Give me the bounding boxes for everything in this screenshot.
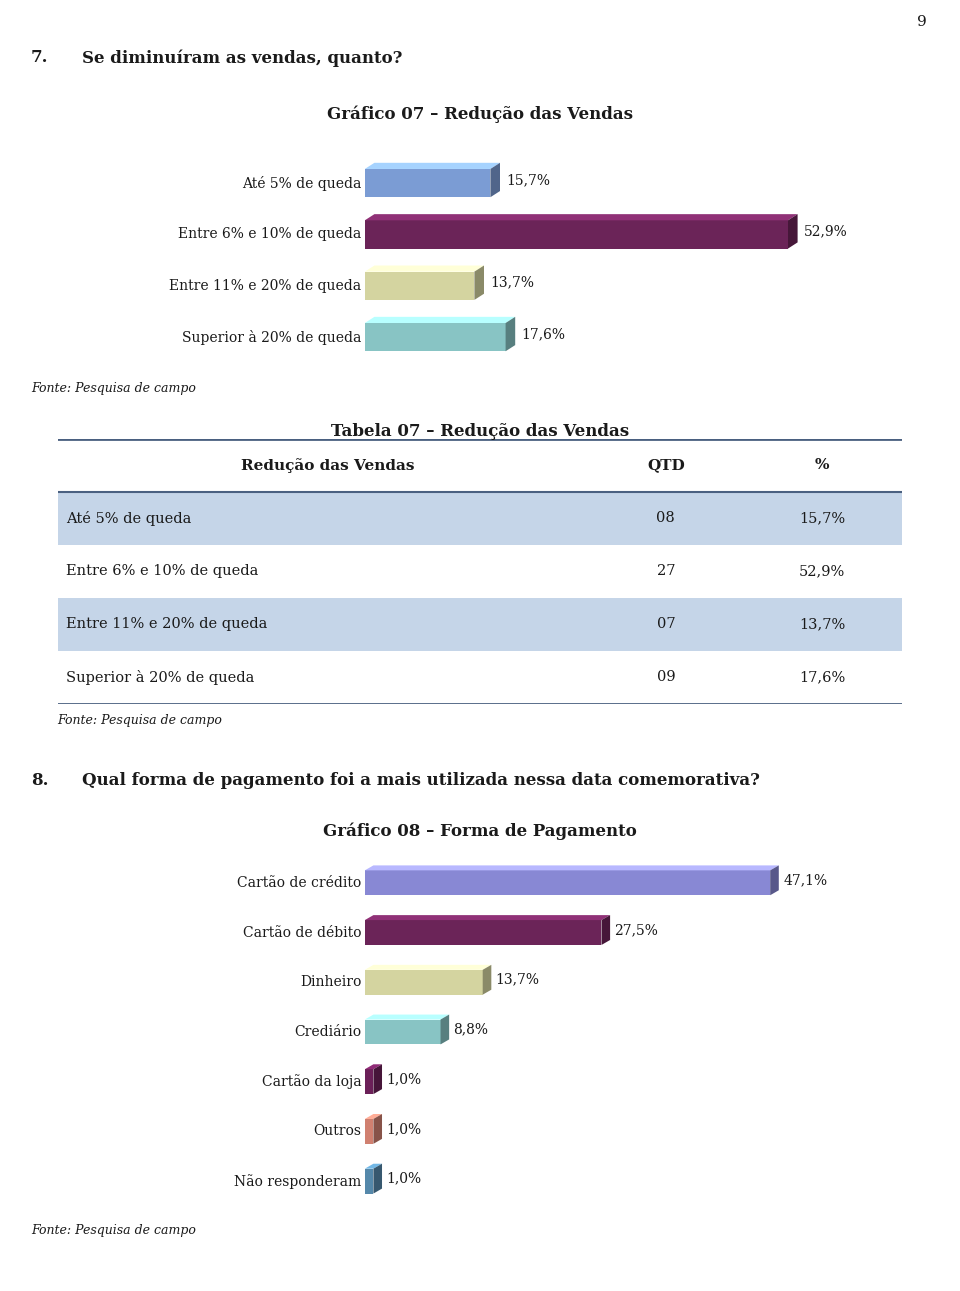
Text: 13,7%: 13,7% — [799, 617, 845, 631]
Text: Cartão de débito: Cartão de débito — [243, 926, 361, 940]
Polygon shape — [491, 163, 500, 198]
FancyBboxPatch shape — [58, 598, 902, 651]
Bar — [365, 970, 483, 994]
Text: Fonte: Pesquisa de campo: Fonte: Pesquisa de campo — [31, 382, 196, 395]
Polygon shape — [365, 964, 492, 970]
Text: %: % — [815, 458, 829, 473]
Text: 08: 08 — [657, 511, 675, 525]
Text: Não responderam: Não responderam — [234, 1174, 361, 1189]
Polygon shape — [365, 915, 611, 920]
Text: 52,9%: 52,9% — [804, 225, 848, 239]
Text: Tabela 07 – Redução das Vendas: Tabela 07 – Redução das Vendas — [331, 423, 629, 440]
Text: 17,6%: 17,6% — [521, 327, 565, 341]
Text: Outros: Outros — [313, 1124, 361, 1139]
Text: Se diminuíram as vendas, quanto?: Se diminuíram as vendas, quanto? — [82, 49, 402, 67]
Polygon shape — [373, 1163, 382, 1194]
Text: Entre 6% e 10% de queda: Entre 6% e 10% de queda — [66, 564, 258, 578]
Bar — [365, 169, 491, 198]
Polygon shape — [474, 266, 484, 300]
Text: Até 5% de queda: Até 5% de queda — [66, 511, 191, 525]
Text: Cartão da loja: Cartão da loja — [262, 1074, 361, 1090]
Polygon shape — [365, 1015, 449, 1020]
Text: 1,0%: 1,0% — [386, 1073, 421, 1086]
Bar — [365, 323, 506, 351]
Polygon shape — [441, 1015, 449, 1044]
Text: Cartão de crédito: Cartão de crédito — [237, 875, 361, 889]
Bar — [365, 1168, 373, 1194]
Polygon shape — [788, 214, 798, 249]
Text: Gráfico 07 – Redução das Vendas: Gráfico 07 – Redução das Vendas — [327, 106, 633, 124]
Text: 8,8%: 8,8% — [453, 1022, 489, 1037]
Text: Dinheiro: Dinheiro — [300, 975, 361, 989]
Text: 15,7%: 15,7% — [507, 173, 550, 187]
Text: 1,0%: 1,0% — [386, 1122, 421, 1136]
Bar — [365, 1020, 441, 1044]
Text: 07: 07 — [657, 617, 675, 631]
Text: 47,1%: 47,1% — [783, 873, 828, 887]
Bar — [365, 870, 770, 895]
Polygon shape — [365, 1114, 382, 1119]
Text: 52,9%: 52,9% — [799, 564, 845, 578]
Text: Entre 6% e 10% de queda: Entre 6% e 10% de queda — [179, 227, 361, 241]
Polygon shape — [365, 865, 779, 870]
Text: Crediário: Crediário — [294, 1025, 361, 1039]
FancyBboxPatch shape — [58, 492, 902, 545]
Polygon shape — [365, 266, 484, 271]
Text: 13,7%: 13,7% — [491, 276, 535, 289]
Text: 13,7%: 13,7% — [495, 972, 540, 986]
Polygon shape — [373, 1064, 382, 1093]
Polygon shape — [483, 964, 492, 994]
Bar — [365, 920, 602, 945]
Text: 8.: 8. — [31, 772, 48, 789]
Polygon shape — [506, 316, 516, 351]
Text: Entre 11% e 20% de queda: Entre 11% e 20% de queda — [169, 279, 361, 293]
Text: Entre 11% e 20% de queda: Entre 11% e 20% de queda — [66, 617, 268, 631]
Text: Gráfico 08 – Forma de Pagamento: Gráfico 08 – Forma de Pagamento — [324, 822, 636, 840]
Text: 17,6%: 17,6% — [799, 670, 845, 684]
Bar — [365, 1119, 373, 1144]
Text: QTD: QTD — [647, 458, 684, 473]
Text: Até 5% de queda: Até 5% de queda — [242, 176, 361, 191]
Text: Redução das Vendas: Redução das Vendas — [241, 458, 415, 473]
Text: 27: 27 — [657, 564, 675, 578]
Polygon shape — [365, 1064, 382, 1069]
Text: 1,0%: 1,0% — [386, 1172, 421, 1185]
Text: Fonte: Pesquisa de campo: Fonte: Pesquisa de campo — [31, 1224, 196, 1237]
Text: 7.: 7. — [31, 49, 48, 66]
Polygon shape — [602, 915, 611, 945]
Bar — [365, 271, 474, 300]
Text: 27,5%: 27,5% — [614, 923, 659, 937]
Polygon shape — [365, 163, 500, 169]
Bar — [365, 1069, 373, 1093]
Text: Fonte: Pesquisa de campo: Fonte: Pesquisa de campo — [58, 714, 223, 727]
Polygon shape — [365, 214, 798, 221]
Polygon shape — [365, 316, 516, 323]
Text: 15,7%: 15,7% — [799, 511, 845, 525]
Text: Superior à 20% de queda: Superior à 20% de queda — [182, 329, 361, 345]
Text: Superior à 20% de queda: Superior à 20% de queda — [66, 670, 254, 684]
Text: 9: 9 — [917, 15, 926, 30]
Text: Qual forma de pagamento foi a mais utilizada nessa data comemorativa?: Qual forma de pagamento foi a mais utili… — [82, 772, 759, 789]
Bar — [365, 221, 788, 249]
Polygon shape — [373, 1114, 382, 1144]
Text: 09: 09 — [657, 670, 675, 684]
Polygon shape — [365, 1163, 382, 1168]
Polygon shape — [770, 865, 779, 895]
